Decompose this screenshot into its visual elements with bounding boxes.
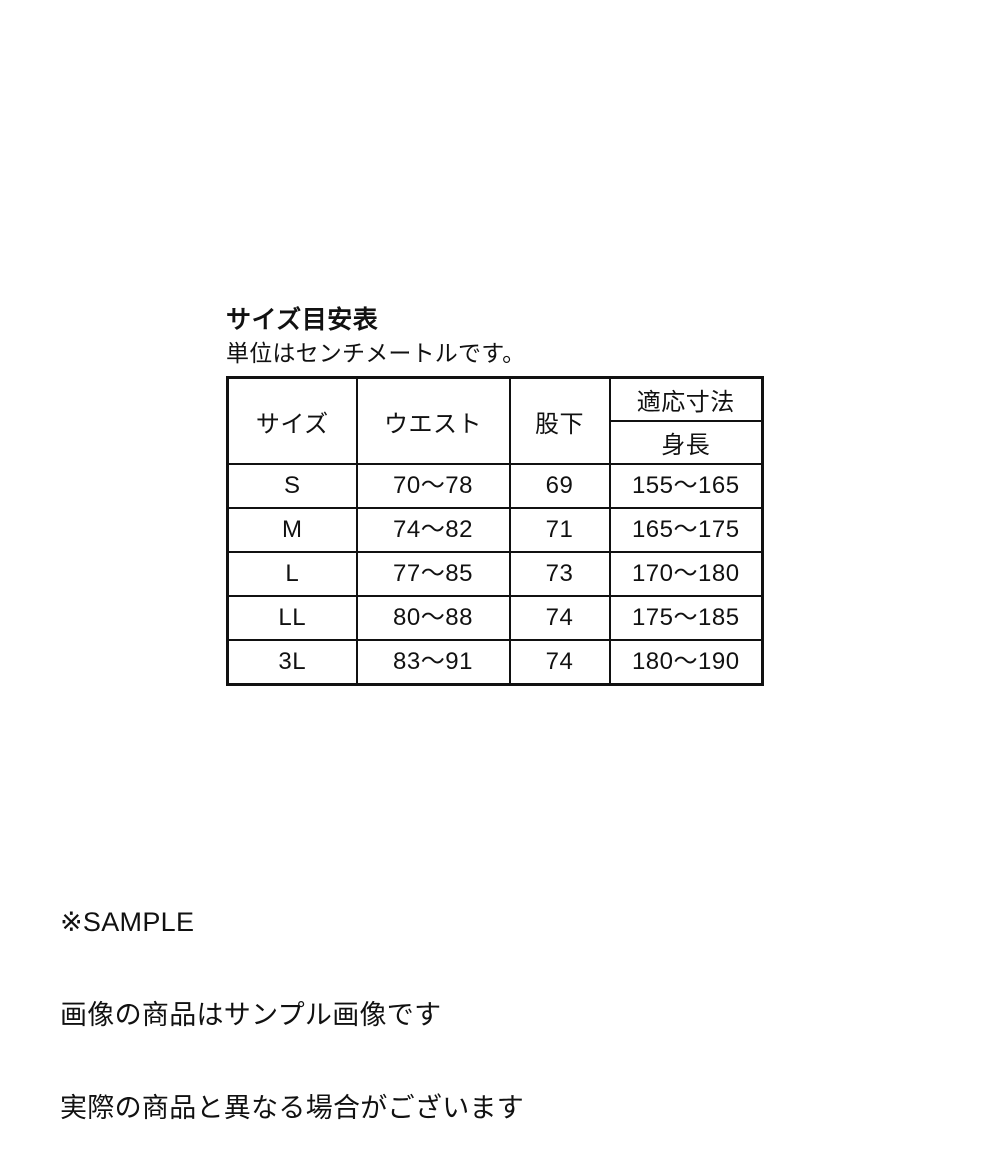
sample-disclaimer-line-1: ※SAMPLE xyxy=(60,907,195,937)
header-fit-height: 身長 xyxy=(608,420,764,465)
size-chart-block: サイズ目安表 単位はセンチメートルです。 サイズ ウエスト 股下 適応寸法 身長… xyxy=(226,305,786,686)
table-row: 3L 83〜91 74 180〜190 xyxy=(226,639,764,686)
cell-waist: 83〜91 xyxy=(355,639,511,686)
sample-disclaimer: ※SAMPLE 画像の商品はサンプル画像です 実際の商品と異なる場合がございます xyxy=(60,845,524,1155)
page-title: サイズ目安表 xyxy=(226,306,379,334)
unit-note: 単位はセンチメートルです。 xyxy=(226,340,526,366)
cell-waist: 70〜78 xyxy=(355,463,511,509)
cell-size: L xyxy=(226,551,358,597)
table-header-row-1: サイズ ウエスト 股下 適応寸法 xyxy=(226,376,764,465)
cell-waist: 74〜82 xyxy=(355,507,511,553)
header-fit-group: 適応寸法 xyxy=(608,376,764,422)
header-inseam: 股下 xyxy=(508,376,611,465)
cell-size: S xyxy=(226,463,358,509)
sample-disclaimer-line-2: 画像の商品はサンプル画像です xyxy=(60,1000,442,1030)
cell-height: 170〜180 xyxy=(608,551,764,597)
size-table-head: サイズ ウエスト 股下 適応寸法 身長 xyxy=(226,376,764,465)
cell-waist: 80〜88 xyxy=(355,595,511,641)
header-size: サイズ xyxy=(226,376,358,465)
cell-height: 175〜185 xyxy=(608,595,764,641)
table-header-row-2: 身長 xyxy=(228,420,764,465)
cell-height: 180〜190 xyxy=(608,639,764,686)
table-row: L 77〜85 73 170〜180 xyxy=(226,551,764,597)
cell-inseam: 74 xyxy=(508,639,611,686)
cell-size: M xyxy=(226,507,358,553)
cell-inseam: 73 xyxy=(508,551,611,597)
table-row: LL 80〜88 74 175〜185 xyxy=(226,595,764,641)
table-row: M 74〜82 71 165〜175 xyxy=(226,507,764,553)
cell-height: 165〜175 xyxy=(608,507,764,553)
cell-waist: 77〜85 xyxy=(355,551,511,597)
size-table-body: S 70〜78 69 155〜165 M 74〜82 71 165〜175 L … xyxy=(226,463,764,686)
table-row: S 70〜78 69 155〜165 xyxy=(226,463,764,509)
cell-size: LL xyxy=(226,595,358,641)
cell-size: 3L xyxy=(226,639,358,686)
cell-inseam: 69 xyxy=(508,463,611,509)
cell-inseam: 74 xyxy=(508,595,611,641)
size-table: サイズ ウエスト 股下 適応寸法 身長 S 70〜78 69 155〜165 M… xyxy=(226,376,764,686)
cell-height: 155〜165 xyxy=(608,463,764,509)
header-waist: ウエスト xyxy=(355,376,511,465)
sample-disclaimer-line-3: 実際の商品と異なる場合がございます xyxy=(60,1093,525,1123)
cell-inseam: 71 xyxy=(508,507,611,553)
